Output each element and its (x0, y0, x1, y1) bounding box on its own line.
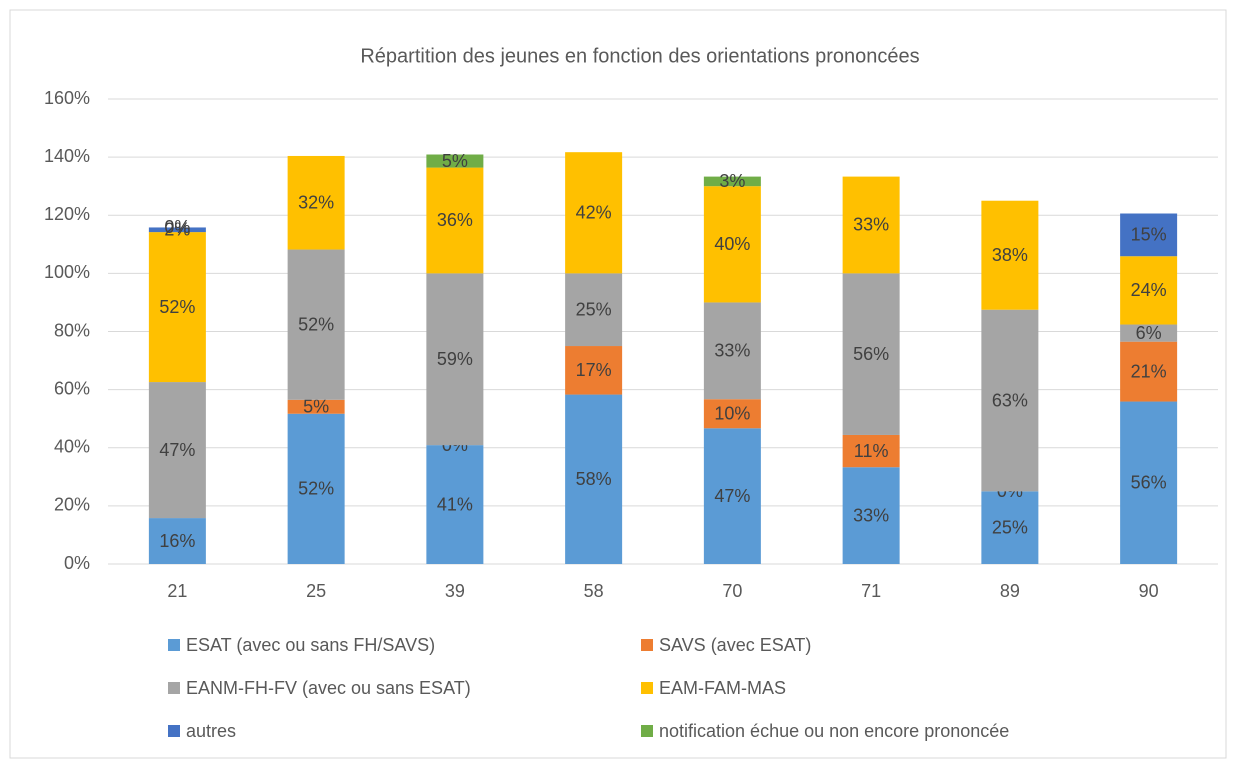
value-label: 2% (164, 220, 190, 240)
value-label: 36% (437, 210, 473, 230)
bar-segment (703, 186, 761, 303)
bar-segment (426, 154, 484, 168)
x-tick-label: 89 (1000, 581, 1020, 601)
value-label: 0% (164, 217, 190, 237)
legend-swatch (168, 639, 180, 651)
bar-segment (287, 413, 345, 564)
value-label: 32% (298, 193, 334, 213)
y-tick-label: 120% (44, 204, 90, 224)
x-tick-label: 71 (861, 581, 881, 601)
legend-swatch (168, 682, 180, 694)
value-label: 16% (159, 531, 195, 551)
y-tick-label: 20% (54, 495, 90, 515)
value-label: 33% (853, 505, 889, 525)
value-label: 25% (576, 299, 612, 319)
legend-label: autres (186, 721, 236, 741)
bar-segment (981, 491, 1039, 564)
bar-segment (1120, 341, 1178, 402)
legend-label: EANM-FH-FV (avec ou sans ESAT) (186, 678, 471, 698)
value-label: 47% (159, 440, 195, 460)
bar-segment (426, 273, 484, 446)
y-tick-label: 0% (64, 553, 90, 573)
y-tick-label: 40% (54, 437, 90, 457)
value-label: 21% (1131, 361, 1167, 381)
value-label: 52% (298, 314, 334, 334)
legend-swatch (641, 682, 653, 694)
x-tick-label: 21 (167, 581, 187, 601)
bar-segment (981, 309, 1039, 492)
bar-segment (565, 346, 623, 395)
y-tick-label: 80% (54, 320, 90, 340)
value-label: 10% (714, 403, 750, 423)
y-tick-label: 160% (44, 88, 90, 108)
bar-segment (148, 382, 206, 519)
bar-segment (981, 200, 1039, 310)
legend-swatch (641, 639, 653, 651)
chart-title: Répartition des jeunes en fonction des o… (360, 45, 919, 67)
y-tick-label: 60% (54, 378, 90, 398)
bar-segment (1120, 324, 1178, 342)
value-label: 52% (298, 479, 334, 499)
bar-segment (287, 155, 345, 250)
legend-swatch (168, 725, 180, 737)
legend-label: notification échue ou non encore prononc… (659, 721, 1009, 741)
value-label: 52% (159, 297, 195, 317)
value-label: 42% (576, 203, 612, 223)
bar-segment (287, 399, 345, 414)
x-tick-label: 58 (584, 581, 604, 601)
bar-segment (1120, 256, 1178, 325)
value-label: 56% (1131, 473, 1167, 493)
value-label: 5% (442, 151, 468, 171)
bar-segment (842, 176, 900, 274)
bar-segment (287, 249, 345, 400)
value-label: 47% (714, 486, 750, 506)
bar-segment (842, 273, 900, 435)
value-label: 59% (437, 349, 473, 369)
value-label: 41% (437, 494, 473, 514)
value-label: 56% (853, 344, 889, 364)
x-tick-label: 39 (445, 581, 465, 601)
bar-segment (148, 232, 206, 383)
x-tick-label: 90 (1139, 581, 1159, 601)
value-label: 17% (576, 360, 612, 380)
bar-segment (565, 273, 623, 347)
value-label: 11% (854, 441, 889, 461)
bar-segment (703, 399, 761, 429)
value-label: 40% (714, 234, 750, 254)
bar-segment (1120, 213, 1178, 257)
bar-segment (426, 445, 484, 564)
value-label: 33% (714, 341, 750, 361)
bar-segment (148, 518, 206, 564)
value-label: 38% (992, 245, 1028, 265)
legend-label: ESAT (avec ou sans FH/SAVS) (186, 635, 435, 655)
bar-segment (842, 467, 900, 564)
legend-swatch (641, 725, 653, 737)
value-label: 6% (1136, 323, 1162, 343)
y-tick-label: 100% (44, 262, 90, 282)
bar-segment (565, 394, 623, 564)
bar-segment (703, 302, 761, 400)
legend-label: SAVS (avec ESAT) (659, 635, 811, 655)
x-tick-label: 70 (722, 581, 742, 601)
value-label: 15% (1131, 225, 1167, 245)
value-label: 3% (719, 171, 745, 191)
bar-segment (148, 227, 206, 233)
value-label: 25% (992, 517, 1028, 537)
value-label: 63% (992, 390, 1028, 410)
bar-segment (842, 434, 900, 468)
value-label: 33% (853, 215, 889, 235)
value-label: 24% (1131, 280, 1167, 300)
value-label: 5% (303, 397, 329, 417)
bar-segment (1120, 401, 1178, 564)
value-label: 58% (576, 469, 612, 489)
legend-label: EAM-FAM-MAS (659, 678, 786, 698)
bar-segment (565, 152, 623, 274)
x-tick-label: 25 (306, 581, 326, 601)
bar-segment (703, 428, 761, 564)
bar-segment (703, 176, 761, 187)
bar-segment (426, 167, 484, 274)
y-tick-label: 140% (44, 146, 90, 166)
